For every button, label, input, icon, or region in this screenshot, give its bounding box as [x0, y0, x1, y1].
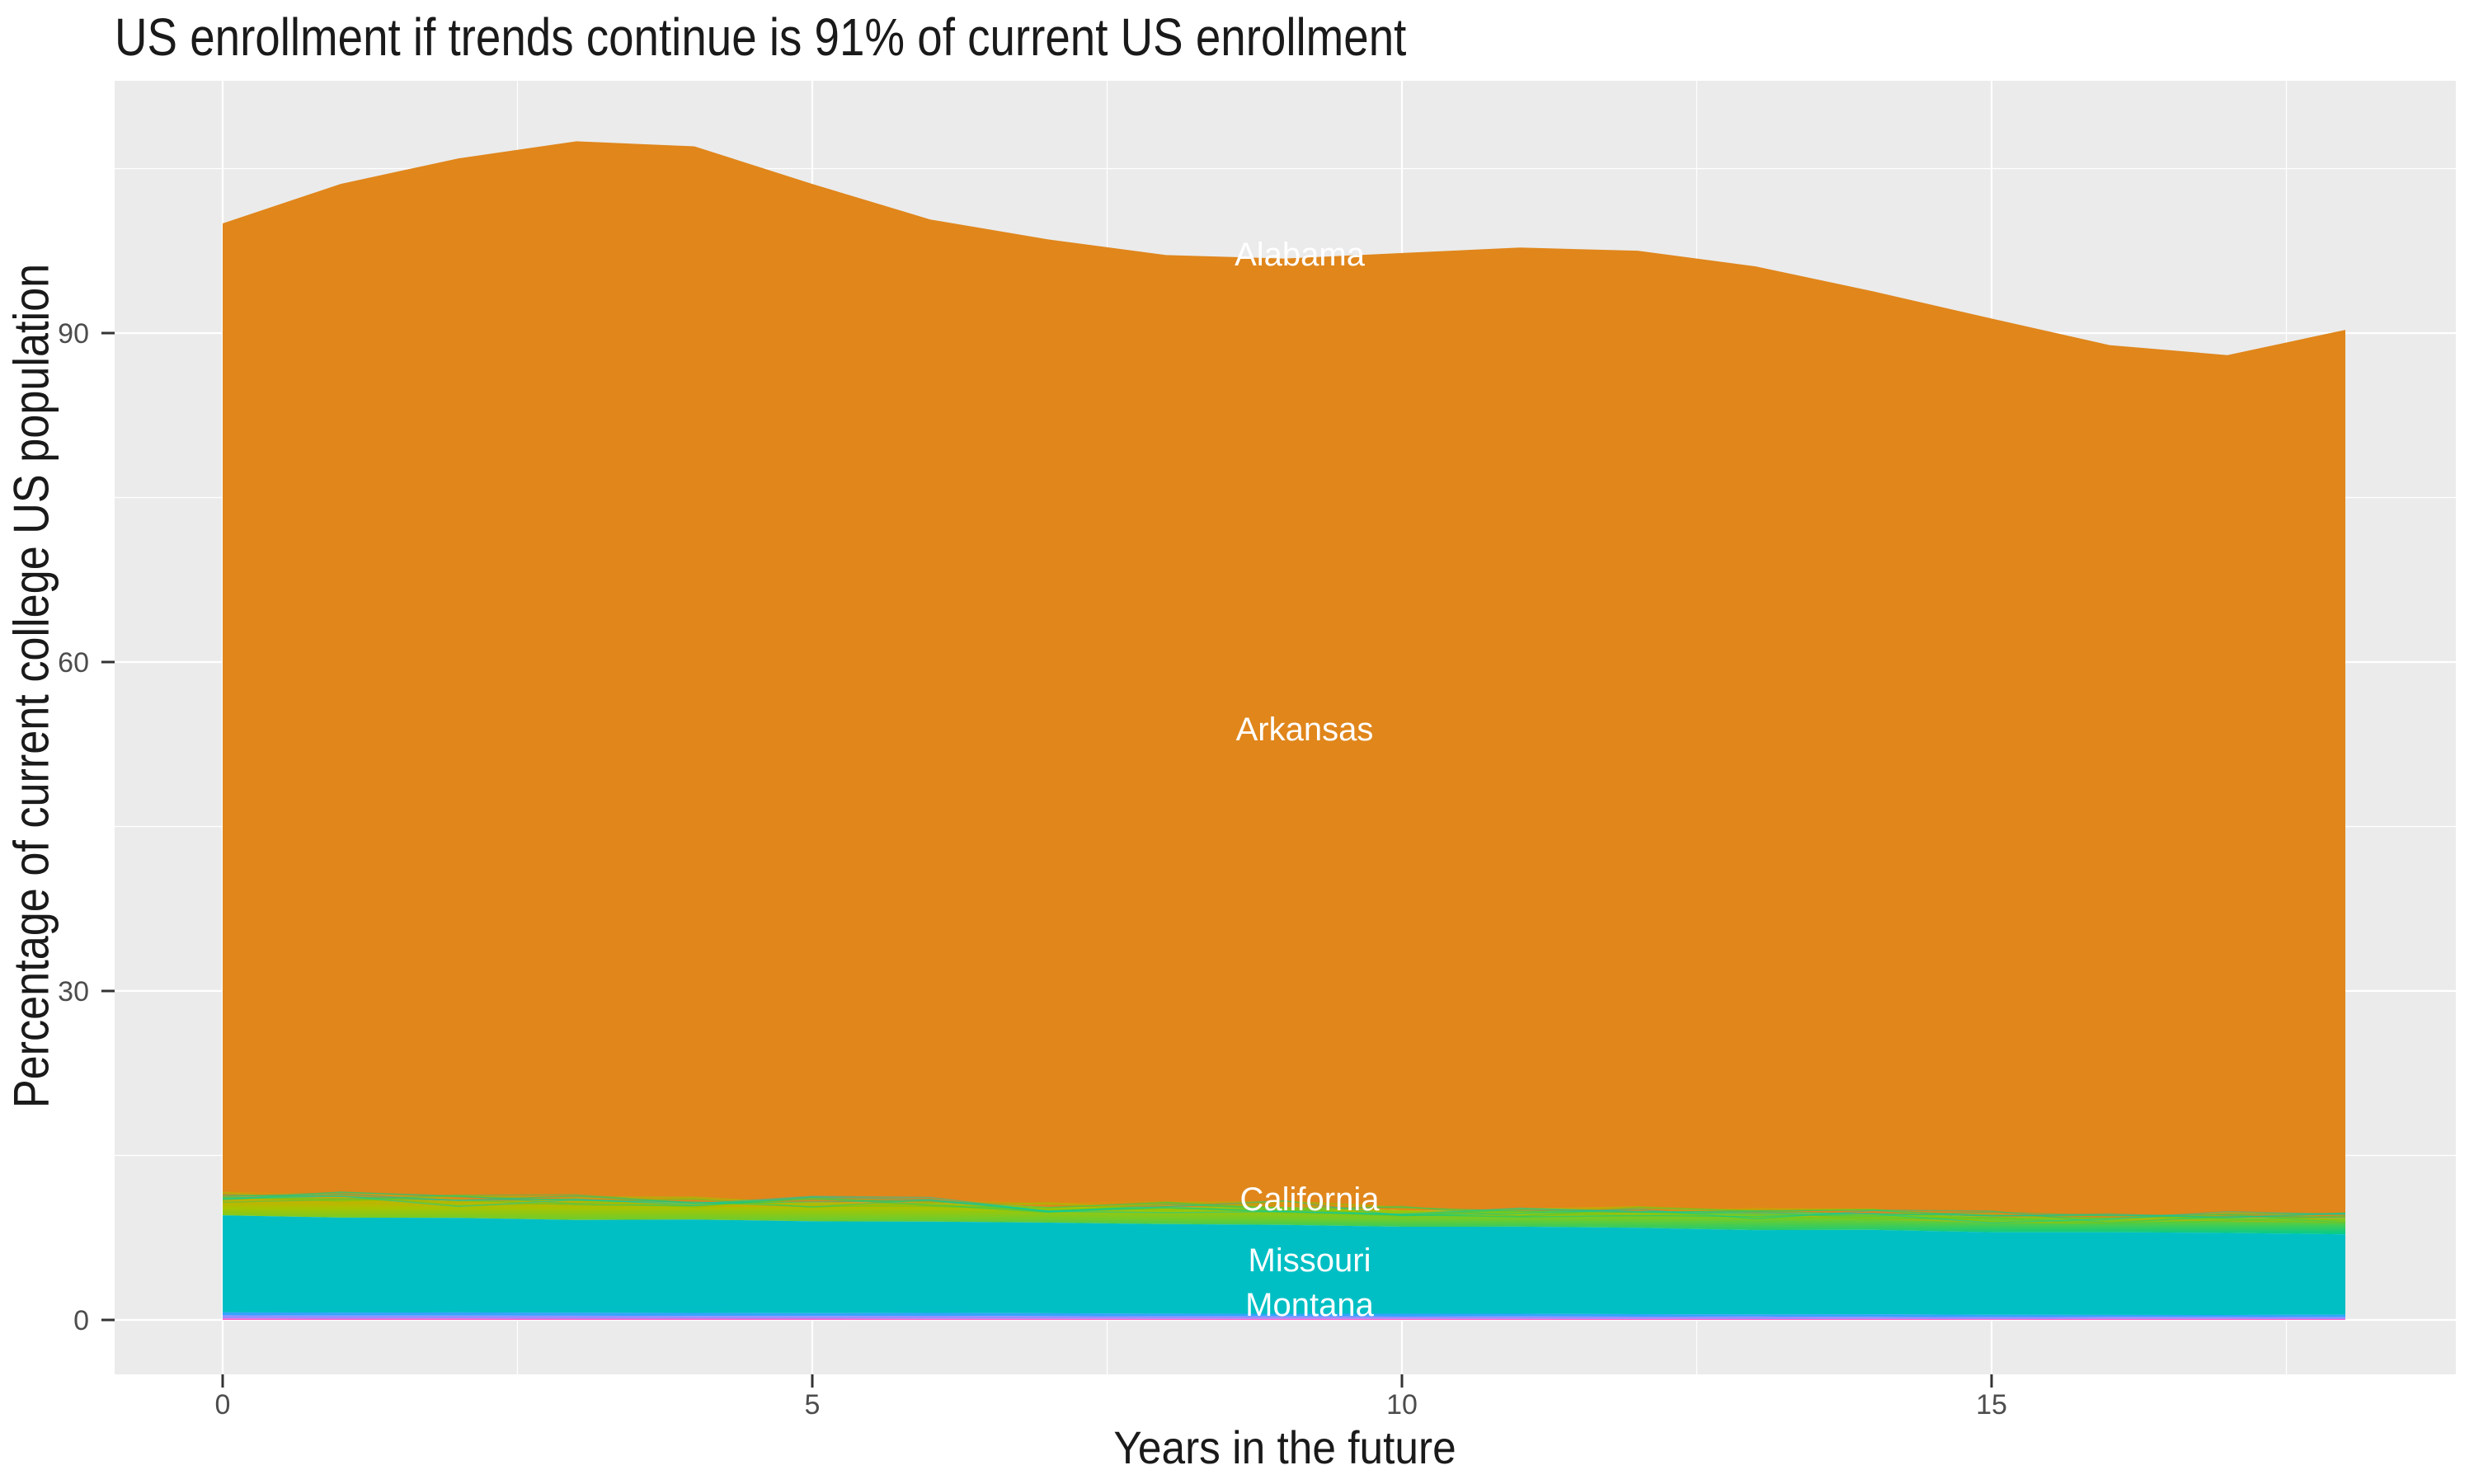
svg-text:Alabama: Alabama	[1235, 237, 1366, 273]
svg-text:5: 5	[805, 1389, 821, 1421]
svg-text:California: California	[1240, 1181, 1380, 1218]
svg-text:90: 90	[58, 318, 89, 350]
svg-text:Arkansas: Arkansas	[1236, 711, 1374, 748]
svg-text:30: 30	[58, 976, 89, 1007]
svg-text:Montana: Montana	[1245, 1287, 1374, 1323]
svg-text:0: 0	[73, 1305, 89, 1336]
svg-text:15: 15	[1976, 1389, 2007, 1421]
svg-text:10: 10	[1386, 1389, 1418, 1421]
svg-text:0: 0	[215, 1389, 231, 1421]
svg-text:60: 60	[58, 647, 89, 679]
svg-text:Missouri: Missouri	[1249, 1242, 1371, 1279]
